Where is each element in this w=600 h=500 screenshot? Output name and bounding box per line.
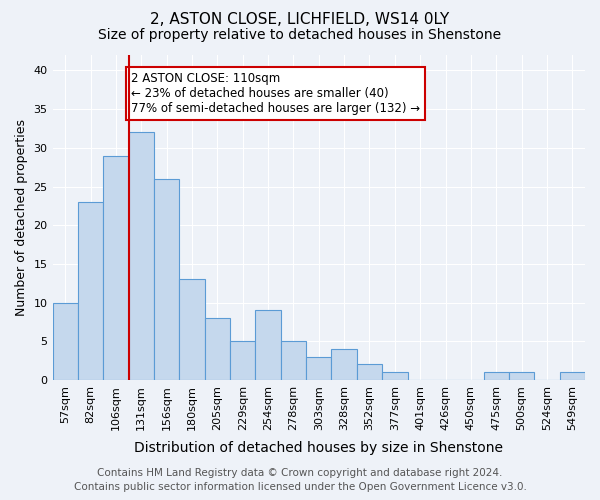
Bar [306, 356, 331, 380]
Bar [103, 156, 128, 380]
Text: 2 ASTON CLOSE: 110sqm
← 23% of detached houses are smaller (40)
77% of semi-deta: 2 ASTON CLOSE: 110sqm ← 23% of detached … [131, 72, 420, 115]
Bar [179, 280, 205, 380]
Text: 2, ASTON CLOSE, LICHFIELD, WS14 0LY: 2, ASTON CLOSE, LICHFIELD, WS14 0LY [151, 12, 449, 28]
Bar [484, 372, 509, 380]
Text: Size of property relative to detached houses in Shenstone: Size of property relative to detached ho… [98, 28, 502, 42]
Bar [154, 179, 179, 380]
Bar [331, 349, 357, 380]
Bar [509, 372, 534, 380]
Bar [128, 132, 154, 380]
Bar [357, 364, 382, 380]
Bar [205, 318, 230, 380]
Bar [230, 341, 256, 380]
X-axis label: Distribution of detached houses by size in Shenstone: Distribution of detached houses by size … [134, 441, 503, 455]
Bar [53, 302, 78, 380]
Bar [256, 310, 281, 380]
Y-axis label: Number of detached properties: Number of detached properties [15, 119, 28, 316]
Bar [560, 372, 585, 380]
Bar [78, 202, 103, 380]
Bar [281, 341, 306, 380]
Bar [382, 372, 407, 380]
Text: Contains HM Land Registry data © Crown copyright and database right 2024.
Contai: Contains HM Land Registry data © Crown c… [74, 468, 526, 492]
